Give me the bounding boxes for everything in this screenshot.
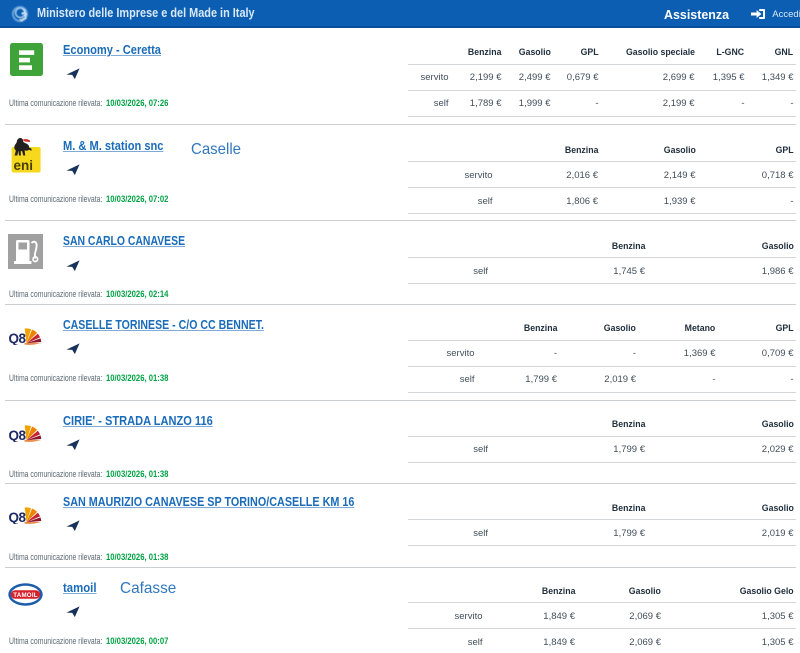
svg-text:TAMOIL: TAMOIL [13, 592, 37, 599]
svg-text:eni: eni [14, 158, 34, 173]
svg-text:Q8: Q8 [9, 428, 27, 442]
svg-text:Q8: Q8 [9, 510, 27, 524]
svg-text:Q8: Q8 [9, 331, 27, 345]
